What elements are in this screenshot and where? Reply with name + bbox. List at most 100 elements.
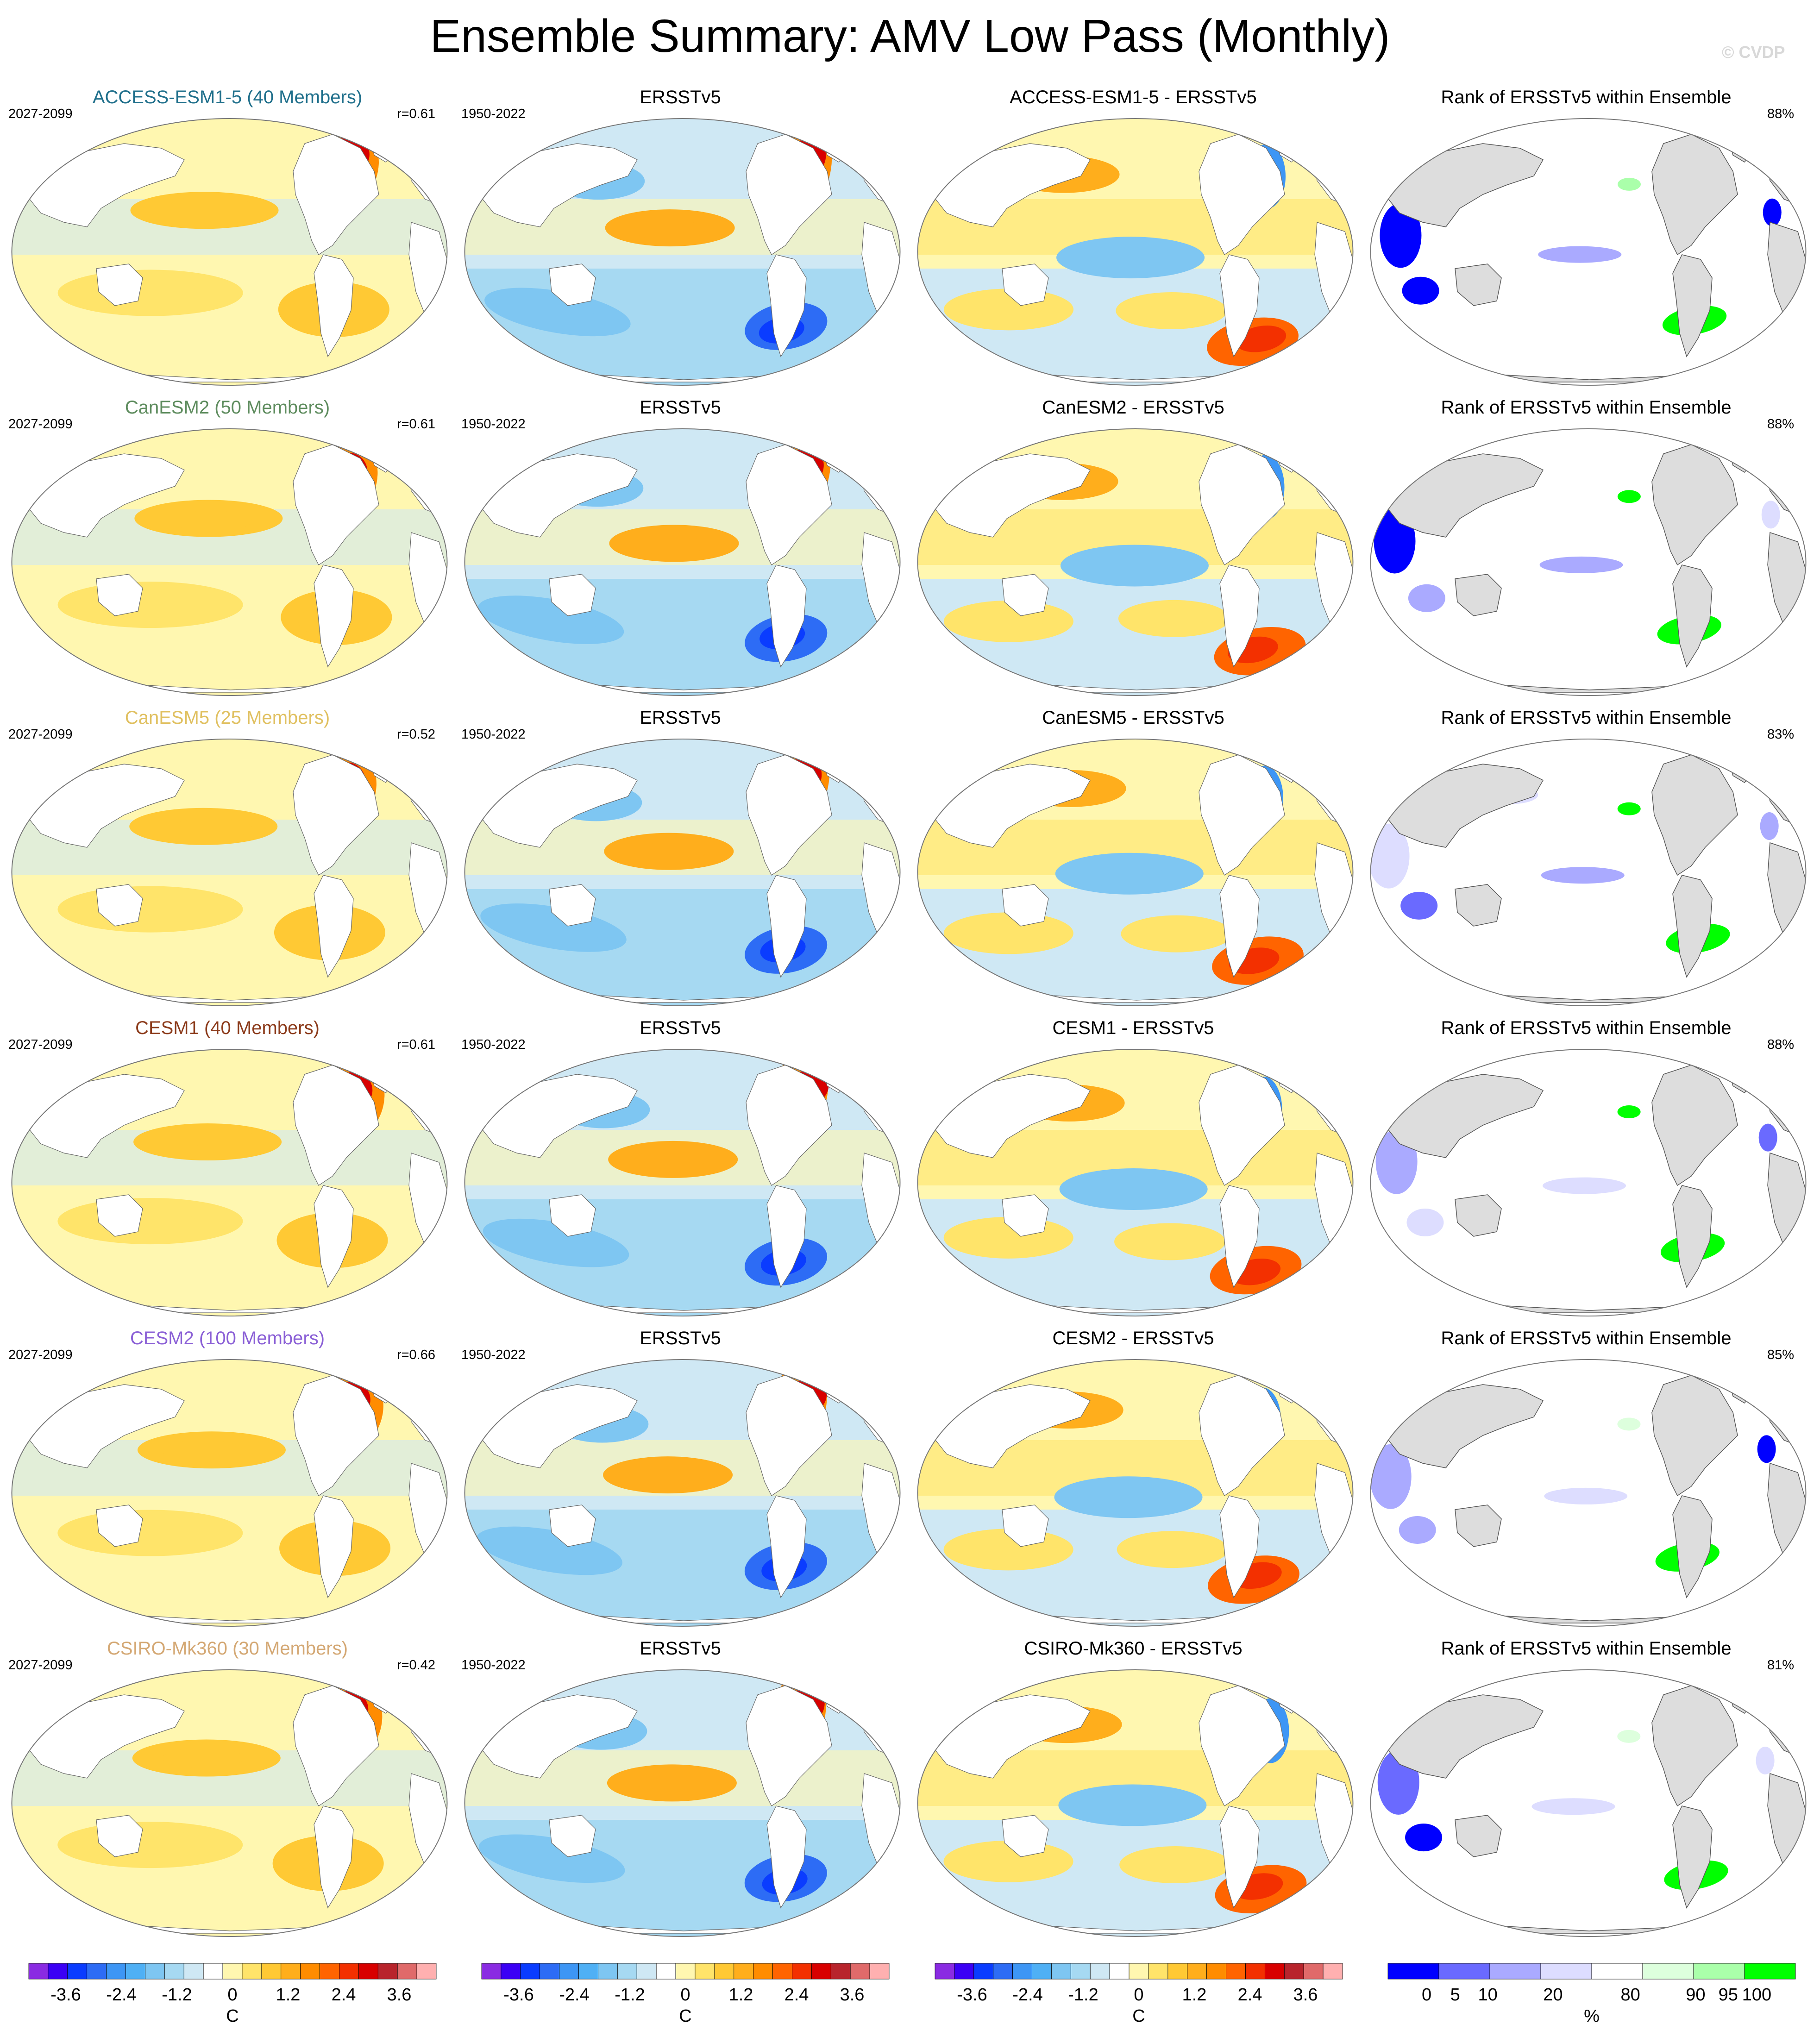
colorbar-swatch bbox=[377, 1963, 398, 1980]
colorbar-svg: -3.6 -2.4 -1.2 0 1.2 2.4 3.6 C bbox=[28, 1963, 437, 2026]
panel-title: CSIRO-Mk360 - ERSSTv5 bbox=[1024, 1638, 1243, 1659]
map-panel-obs: ERSSTv5 1950-2022 bbox=[453, 1323, 908, 1634]
panel-title: ERSSTv5 bbox=[640, 708, 721, 728]
period-label: 2027-2099 bbox=[8, 1037, 73, 1052]
colorbar-swatch bbox=[183, 1963, 204, 1980]
period-label: 2027-2099 bbox=[8, 417, 73, 432]
colorbar-swatch bbox=[540, 1963, 560, 1980]
colorbar-tick-label: -2.4 bbox=[106, 1985, 136, 2005]
panel-title: ERSSTv5 bbox=[640, 1638, 721, 1659]
colorbar-swatch bbox=[358, 1963, 378, 1980]
robinson-map bbox=[464, 739, 901, 1006]
panel-title: ACCESS-ESM1-5 (40 Members) bbox=[92, 87, 363, 107]
colorbar-swatch bbox=[339, 1963, 359, 1980]
colorbar-swatch bbox=[1206, 1963, 1226, 1980]
colorbar-tick-label: 2.4 bbox=[1238, 1985, 1262, 2005]
panel-title: ERSSTv5 bbox=[640, 87, 721, 107]
colorbar-swatch bbox=[559, 1963, 579, 1980]
colorbar-swatch bbox=[1051, 1963, 1071, 1980]
rank-percent-label: 85% bbox=[1767, 1348, 1794, 1362]
colorbar-unit-label: % bbox=[1584, 2006, 1600, 2026]
colorbar-tick-label: -2.4 bbox=[559, 1985, 589, 2005]
colorbar-tick-label: 1.2 bbox=[729, 1985, 753, 2005]
pattern-correlation-label: r=0.61 bbox=[396, 417, 435, 432]
colorbar-swatch bbox=[1303, 1963, 1324, 1980]
rank-percent-label: 81% bbox=[1767, 1658, 1794, 1673]
robinson-map bbox=[1370, 118, 1807, 386]
colorbar-swatch bbox=[1070, 1963, 1091, 1980]
colorbar-swatch bbox=[656, 1963, 676, 1980]
colorbar-tick-label: 0 bbox=[1422, 1985, 1431, 2005]
colorbar-swatch bbox=[242, 1963, 262, 1980]
colorbar-swatch bbox=[416, 1963, 437, 1980]
map-panel-rank: Rank of ERSSTv5 within Ensemble 88% bbox=[1359, 393, 1814, 703]
panel-title: CESM2 - ERSSTv5 bbox=[1052, 1328, 1214, 1348]
colorbar-tick-label: 2.4 bbox=[784, 1985, 809, 2005]
period-label: 1950-2022 bbox=[461, 1658, 526, 1673]
colorbar-tick-label: 80 bbox=[1620, 1985, 1640, 2005]
colorbar-swatch bbox=[1226, 1963, 1246, 1980]
map-panel-rank: Rank of ERSSTv5 within Ensemble 88% bbox=[1359, 82, 1814, 393]
colorbar-swatch bbox=[1032, 1963, 1052, 1980]
robinson-map bbox=[917, 1359, 1354, 1627]
robinson-map bbox=[11, 1669, 448, 1937]
colorbar-swatch bbox=[222, 1963, 243, 1980]
colorbar-swatch bbox=[281, 1963, 301, 1980]
period-label: 1950-2022 bbox=[461, 417, 526, 432]
rank-percent-label: 88% bbox=[1767, 1037, 1794, 1052]
robinson-map bbox=[464, 1669, 901, 1937]
colorbar-svg: -3.6 -2.4 -1.2 0 1.2 2.4 3.6 C bbox=[481, 1963, 890, 2026]
colorbar-tick-label: -1.2 bbox=[1068, 1985, 1098, 2005]
rank-percent-label: 83% bbox=[1767, 727, 1794, 742]
period-label: 2027-2099 bbox=[8, 107, 73, 121]
panel-title: CanESM5 - ERSSTv5 bbox=[1042, 708, 1224, 728]
robinson-map bbox=[464, 1049, 901, 1316]
colorbar-swatch bbox=[320, 1963, 339, 1980]
colorbar-swatch bbox=[850, 1963, 870, 1980]
colorbar-tick-label: 1.2 bbox=[1182, 1985, 1207, 2005]
colorbar-swatch bbox=[28, 1963, 49, 1980]
period-label: 1950-2022 bbox=[461, 1037, 526, 1052]
colorbar-swatch bbox=[1012, 1963, 1032, 1980]
watermark: © CVDP bbox=[1722, 43, 1785, 62]
colorbar-obs: -3.6 -2.4 -1.2 0 1.2 2.4 3.6 C bbox=[481, 1959, 890, 2037]
colorbar-unit-label: C bbox=[679, 2006, 691, 2026]
panel-title: Rank of ERSSTv5 within Ensemble bbox=[1441, 87, 1732, 107]
panel-title: ERSSTv5 bbox=[640, 1018, 721, 1038]
colorbar-swatch bbox=[695, 1963, 715, 1980]
colorbar-swatch bbox=[973, 1963, 994, 1980]
robinson-map bbox=[11, 1049, 448, 1316]
panel-title: CanESM5 (25 Members) bbox=[125, 708, 330, 728]
colorbar-tick-label: -3.6 bbox=[957, 1985, 987, 2005]
colorbar-swatch bbox=[145, 1963, 165, 1980]
colorbar-tick-label: -2.4 bbox=[1012, 1985, 1042, 2005]
map-panel-model: CESM1 (40 Members) 2027-2099 r=0.61 bbox=[0, 1013, 455, 1323]
map-panel-rank: Rank of ERSSTv5 within Ensemble 83% bbox=[1359, 703, 1814, 1013]
map-panel-diff: CSIRO-Mk360 - ERSSTv5 bbox=[906, 1634, 1361, 1944]
colorbar-swatch bbox=[636, 1963, 657, 1980]
colorbar-swatch bbox=[87, 1963, 107, 1980]
panel-title: ERSSTv5 bbox=[640, 397, 721, 418]
panel-title: CanESM2 - ERSSTv5 bbox=[1042, 397, 1224, 418]
colorbar-swatch bbox=[1693, 1963, 1745, 1980]
colorbar-swatch bbox=[1187, 1963, 1207, 1980]
colorbar-tick-label: 0 bbox=[227, 1985, 237, 2005]
colorbar-swatch bbox=[578, 1963, 598, 1980]
map-panel-diff: ACCESS-ESM1-5 - ERSSTv5 bbox=[906, 82, 1361, 393]
pattern-correlation-label: r=0.61 bbox=[396, 107, 435, 121]
colorbar-tick-label: 2.4 bbox=[332, 1985, 356, 2005]
colorbar-swatch bbox=[753, 1963, 773, 1980]
map-panel-rank: Rank of ERSSTv5 within Ensemble 88% bbox=[1359, 1013, 1814, 1323]
colorbar-unit-label: C bbox=[1132, 2006, 1145, 2026]
robinson-map bbox=[1370, 1049, 1807, 1316]
robinson-map bbox=[11, 739, 448, 1006]
rank-percent-label: 88% bbox=[1767, 417, 1794, 432]
colorbar-swatch bbox=[675, 1963, 696, 1980]
map-panel-diff: CESM2 - ERSSTv5 bbox=[906, 1323, 1361, 1634]
period-label: 1950-2022 bbox=[461, 107, 526, 121]
map-panel-obs: ERSSTv5 1950-2022 bbox=[453, 82, 908, 393]
map-panel-diff: CESM1 - ERSSTv5 bbox=[906, 1013, 1361, 1323]
colorbar-swatch bbox=[1129, 1963, 1149, 1980]
colorbar-rank: 0 5 10 20 80 90 95 100% bbox=[1387, 1959, 1796, 2037]
colorbar-unit-label: C bbox=[226, 2006, 238, 2026]
